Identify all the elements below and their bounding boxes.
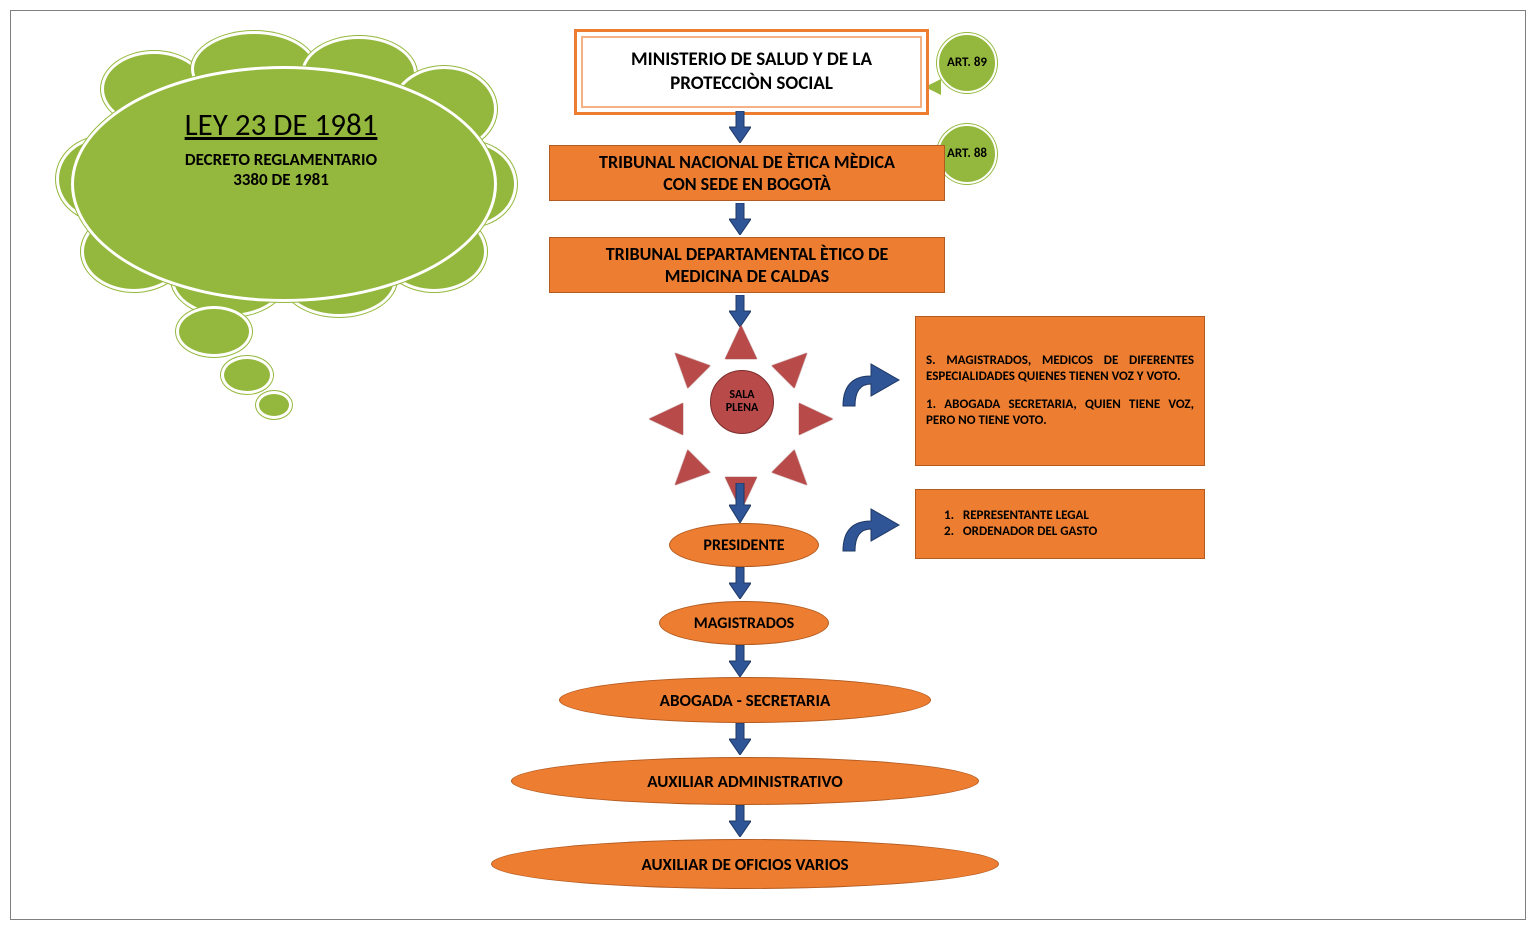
ellipse-abogada: ABOGADA - SECRETARIA xyxy=(559,677,931,723)
box-ministerio-l1: MINISTERIO DE SALUD Y DE LA xyxy=(631,48,872,71)
box-ministerio-l2: PROTECCIÒN SOCIAL xyxy=(670,72,833,95)
sidebox-sala-p2: 1. ABOGADA SECRETARIA, QUIEN TIENE VOZ, … xyxy=(926,397,1194,430)
cloud-title: LEY 23 DE 1981 xyxy=(71,106,491,144)
down-arrow xyxy=(729,645,751,677)
cloud-tail xyxy=(256,391,292,419)
tribunal-depto-l2: MEDICINA DE CALDAS xyxy=(665,265,829,287)
sun-sala-plena: SALA PLENA xyxy=(671,321,811,481)
cloud-tail xyxy=(176,306,252,357)
sun-line2: PLENA xyxy=(726,401,759,415)
ellipse-aux-admin: AUXILIAR ADMINISTRATIVO xyxy=(511,757,979,805)
down-arrow xyxy=(729,723,751,755)
box-ministerio-inner: MINISTERIO DE SALUD Y DE LA PROTECCIÒN S… xyxy=(581,36,922,108)
presidente-item2: ORDENADOR DEL GASTO xyxy=(963,524,1097,539)
cloud-tail xyxy=(221,356,273,394)
down-arrow xyxy=(729,567,751,599)
callout-art88-text: ART. 88 xyxy=(947,147,987,161)
tribunal-depto-l1: TRIBUNAL DEPARTAMENTAL ÈTICO DE xyxy=(606,243,889,265)
cloud-text: LEY 23 DE 1981 DECRETO REGLAMENTARIO 338… xyxy=(71,106,491,191)
cloud-sub-line2: 3380 DE 1981 xyxy=(233,169,329,190)
down-arrow xyxy=(729,203,751,235)
presidente-item1: REPRESENTANTE LEGAL xyxy=(963,508,1089,523)
callout-art88: ART. 88 xyxy=(937,124,997,184)
cloud-sub-line1: DECRETO REGLAMENTARIO xyxy=(185,149,377,170)
callout-art89: ART. 89 xyxy=(937,33,997,93)
tribunal-nacional-l1: TRIBUNAL NACIONAL DE ÈTICA MÈDICA xyxy=(599,151,895,173)
ellipse-magistrados-text: MAGISTRADOS xyxy=(694,614,794,633)
ellipse-aux-admin-text: AUXILIAR ADMINISTRATIVO xyxy=(647,771,843,792)
callout-art89-text: ART. 89 xyxy=(947,56,987,70)
sidebox-sala: S. MAGISTRADOS, MEDICOS DE DIFERENTES ES… xyxy=(915,316,1205,466)
sidebox-sala-p1: S. MAGISTRADOS, MEDICOS DE DIFERENTES ES… xyxy=(926,353,1194,386)
bent-arrow-sala xyxy=(833,356,903,411)
bent-arrow-presidente xyxy=(833,501,903,556)
down-arrow xyxy=(729,111,751,143)
diagram-canvas: LEY 23 DE 1981 DECRETO REGLAMENTARIO 338… xyxy=(10,10,1526,920)
ellipse-presidente: PRESIDENTE xyxy=(669,523,819,567)
sidebox-presidente: 1. REPRESENTANTE LEGAL 2. ORDENADOR DEL … xyxy=(915,489,1205,559)
tribunal-nacional-l2: CON SEDE EN BOGOTÀ xyxy=(663,173,831,195)
box-tribunal-nacional: TRIBUNAL NACIONAL DE ÈTICA MÈDICA CON SE… xyxy=(549,145,945,201)
ellipse-magistrados: MAGISTRADOS xyxy=(659,601,829,645)
box-tribunal-depto: TRIBUNAL DEPARTAMENTAL ÈTICO DE MEDICINA… xyxy=(549,237,945,293)
sun-line1: SALA xyxy=(729,388,754,402)
cloud-subtitle: DECRETO REGLAMENTARIO 3380 DE 1981 xyxy=(71,150,491,191)
down-arrow xyxy=(729,483,751,523)
down-arrow xyxy=(729,805,751,837)
sun-center: SALA PLENA xyxy=(710,370,774,434)
ellipse-aux-varios: AUXILIAR DE OFICIOS VARIOS xyxy=(491,839,999,889)
ellipse-aux-varios-text: AUXILIAR DE OFICIOS VARIOS xyxy=(641,854,848,875)
ellipse-abogada-text: ABOGADA - SECRETARIA xyxy=(660,690,831,711)
ellipse-presidente-text: PRESIDENTE xyxy=(703,536,784,555)
box-ministerio: MINISTERIO DE SALUD Y DE LA PROTECCIÒN S… xyxy=(574,29,929,115)
